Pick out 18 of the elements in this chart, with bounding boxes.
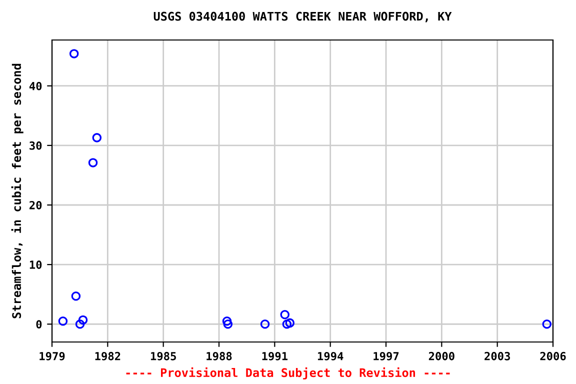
x-tick-label: 1982	[95, 352, 120, 360]
x-tick-label: 2006	[540, 352, 566, 360]
x-tick-label: 1991	[262, 352, 288, 360]
text: ---- Provisional Data Subject to Revision ----	[126, 367, 450, 380]
y-tick-label: 0	[36, 320, 42, 329]
x-tick-label: 1985	[150, 352, 176, 360]
x-tick-label: 1997	[374, 352, 399, 360]
y-tick-label: 40	[29, 82, 42, 90]
y-tick-label: 30	[30, 141, 42, 150]
x-tick-label: 2003	[484, 352, 510, 360]
x-tick-label: 1988	[206, 352, 232, 360]
x-tick-label: 1994	[318, 352, 344, 360]
y-tick-label: 10	[30, 260, 42, 269]
y-tick-label: 20	[30, 200, 42, 210]
x-tick-label: 1979	[40, 352, 65, 360]
x-tick-label: 2000	[428, 352, 454, 360]
chart-title: USGS 03404100 WATTS CREEK NEAR WOFFORD, KY	[154, 12, 452, 22]
y-axis-title: Streamflow, in cubic feet per second	[11, 64, 24, 318]
